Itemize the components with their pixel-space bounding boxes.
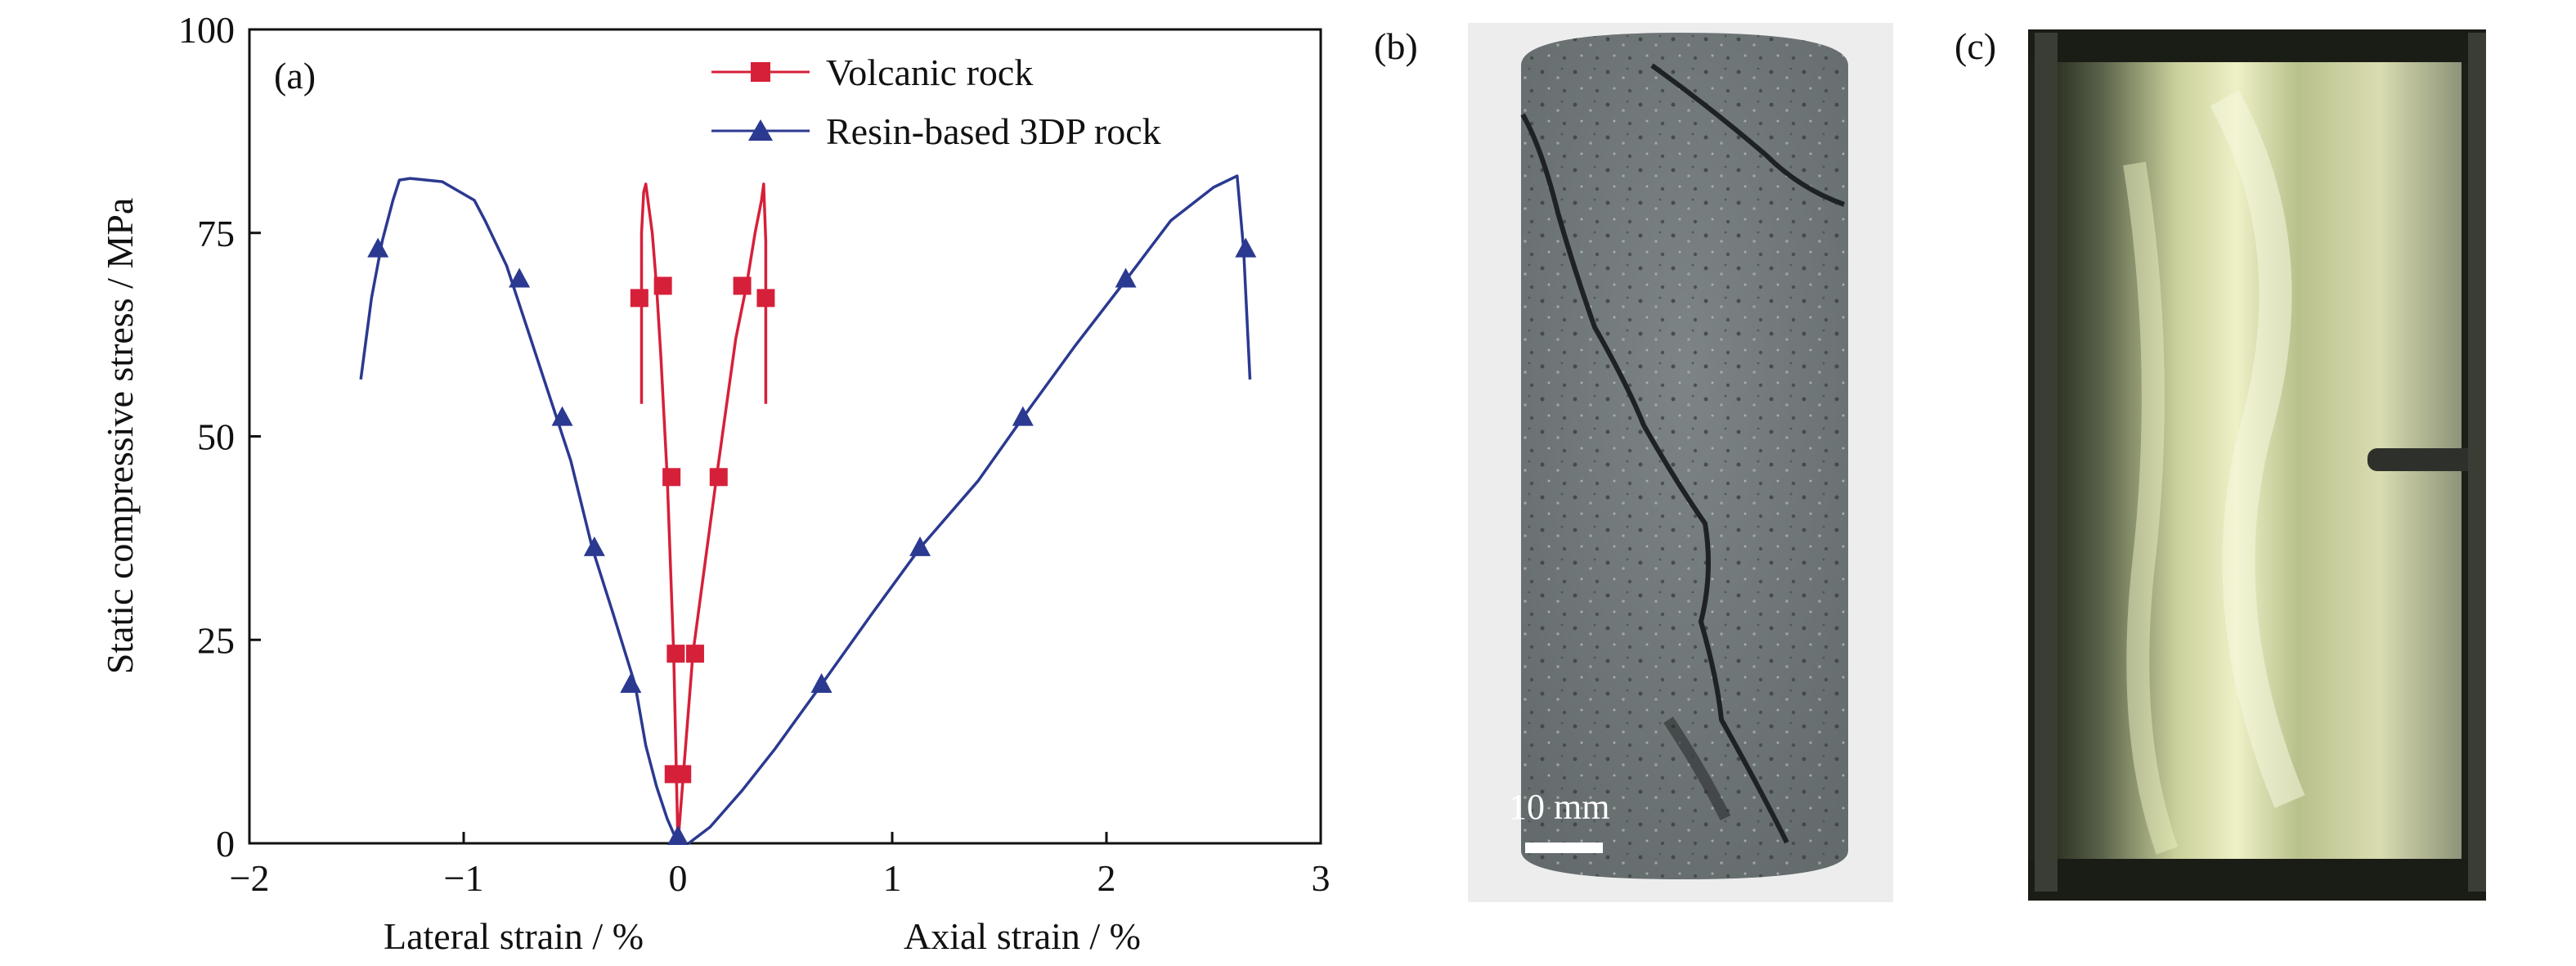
resin-curve-lateral [359,177,680,844]
volcanic-data-point [666,645,685,663]
resin-data-point [551,406,573,426]
legend-marker-resin [748,119,773,141]
panel-label-b: (b) [1374,25,1418,67]
volcanic-data-point [709,468,728,487]
resin-data-point [1115,267,1137,288]
fracture-top [1650,63,1846,207]
y-tick-label: 100 [178,9,235,51]
volcanic-data-point [630,289,648,308]
y-tick-label: 25 [197,619,235,661]
series-layer [359,174,1257,846]
panel-label-a: (a) [274,55,316,97]
resin-data-point [1012,406,1034,426]
x-axis-label-axial: Axial strain / % [904,915,1141,957]
resin-data-point [620,672,642,693]
y-tick-label: 50 [197,416,235,458]
y-axis-label: Static compressive stress / MPa [99,198,141,675]
resin-rock-photo: (c) [1954,25,2486,901]
scale-bar [1525,842,1603,853]
y-tick-label: 75 [197,213,235,254]
resin-data-point [909,536,931,556]
x-tick-label: 2 [1097,857,1116,899]
frame-right [2468,33,2486,892]
volcanic-data-point [685,645,704,663]
volcanic-rock-photo: (b) 10 mm [1374,23,1893,902]
volcanic-curve-lateral [640,182,680,844]
y-axis-ticks: 0 25 50 75 100 [178,9,261,865]
volcanic-data-point [662,468,681,487]
x-tick-label: 1 [883,857,902,899]
resin-data-point [810,672,832,693]
volcanic-data-point [756,289,775,308]
resin-curve-axial [688,174,1252,845]
volcanic-data-point [673,765,692,784]
resin-highlight [2210,90,2305,808]
volcanic-data-point [653,276,672,295]
panel-label-c: (c) [1954,25,1996,67]
x-tick-label: 0 [669,857,688,899]
resin-data-point [367,237,389,258]
platen-bottom [2028,859,2486,901]
fracture-spall [1663,717,1731,821]
resin-highlight-2 [2123,161,2179,855]
resin-data-point [583,536,605,556]
platen-top [2028,29,2486,62]
resin-data-point [509,267,531,288]
extensometer-rod [2367,448,2486,471]
y-tick-label: 0 [216,823,235,865]
x-axis-label-lateral: Lateral strain / % [384,915,644,957]
x-axis-ticks: −2 −1 0 1 2 3 [230,832,1331,899]
x-tick-label: −1 [444,857,484,899]
rock-texture [1521,33,1848,879]
scale-bar-label: 10 mm [1509,787,1609,827]
legend-label-resin: Resin-based 3DP rock [826,110,1161,152]
legend-label-volcanic: Volcanic rock [826,52,1033,93]
stress-strain-chart: −2 −1 0 1 2 3 0 25 50 75 100 (a) Lateral strain /… [99,9,1331,957]
volcanic-data-point [733,276,752,295]
volcanic-curve-axial [676,182,768,844]
legend-marker-volcanic [751,62,770,82]
legend: Volcanic rock Resin-based 3DP rock [711,52,1161,152]
x-tick-label: −2 [230,857,270,899]
frame-left [2035,33,2058,892]
resin-data-point [667,825,689,846]
fracture-main [1520,113,1789,844]
x-tick-label: 3 [1312,857,1331,899]
resin-data-point [1235,237,1257,258]
